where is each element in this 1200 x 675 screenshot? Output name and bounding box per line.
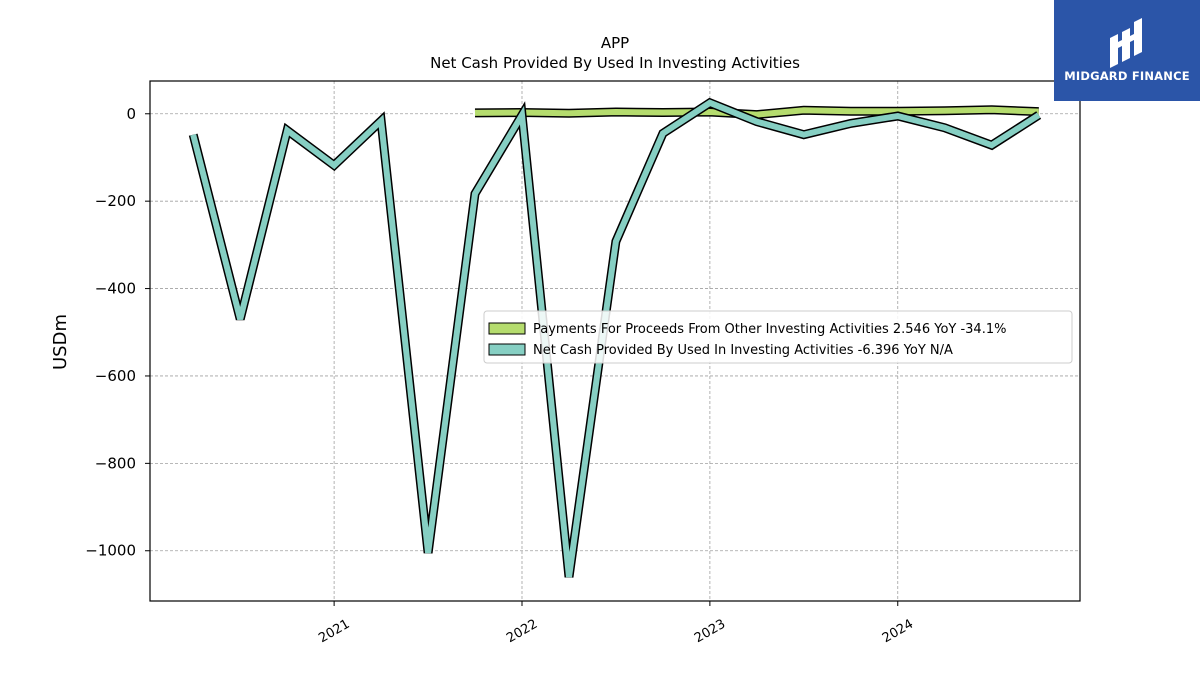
x-tick-label: 2023 — [692, 617, 728, 647]
legend-swatch — [488, 322, 526, 335]
series-line-stroke — [190, 99, 1041, 578]
logo-mark-icon — [1110, 18, 1142, 68]
y-axis-label: USDm — [50, 314, 71, 370]
y-tick-label: −1000 — [85, 542, 136, 560]
plot-frame — [149, 80, 1081, 602]
series-line — [474, 105, 1039, 120]
chart-title: APP — [601, 34, 629, 52]
y-tick-label: −400 — [95, 280, 136, 298]
x-tick-label: 2024 — [880, 617, 916, 647]
legend-box — [483, 310, 1073, 364]
y-tick-label: −800 — [95, 454, 136, 472]
legend-label: Net Cash Provided By Used In Investing A… — [533, 343, 953, 358]
y-tick-label: 0 — [126, 105, 136, 123]
legend-label: Payments For Proceeds From Other Investi… — [533, 322, 1006, 337]
legend-swatch — [488, 343, 526, 356]
legend-item: Payments For Proceeds From Other Investi… — [488, 322, 1006, 337]
chart-subtitle: Net Cash Provided By Used In Investing A… — [430, 54, 800, 72]
legend: Payments For Proceeds From Other Investi… — [483, 310, 1073, 364]
x-axis: 2021 2022 2023 2024 — [316, 601, 916, 646]
y-tick-label: −600 — [95, 367, 136, 385]
series-line-stroke — [474, 106, 1039, 118]
series-lines — [188, 97, 1042, 578]
brand-logo: MIDGARD FINANCE — [1054, 0, 1200, 101]
x-tick-label: 2021 — [316, 617, 352, 647]
series-line — [188, 97, 1042, 578]
x-tick-label: 2022 — [504, 617, 540, 647]
brand-name: MIDGARD FINANCE — [1064, 69, 1190, 83]
legend-item: Net Cash Provided By Used In Investing A… — [488, 343, 953, 358]
y-tick-label: −200 — [95, 192, 136, 210]
y-axis: 0 −200 −400 −600 −800 −1000 — [85, 105, 150, 560]
